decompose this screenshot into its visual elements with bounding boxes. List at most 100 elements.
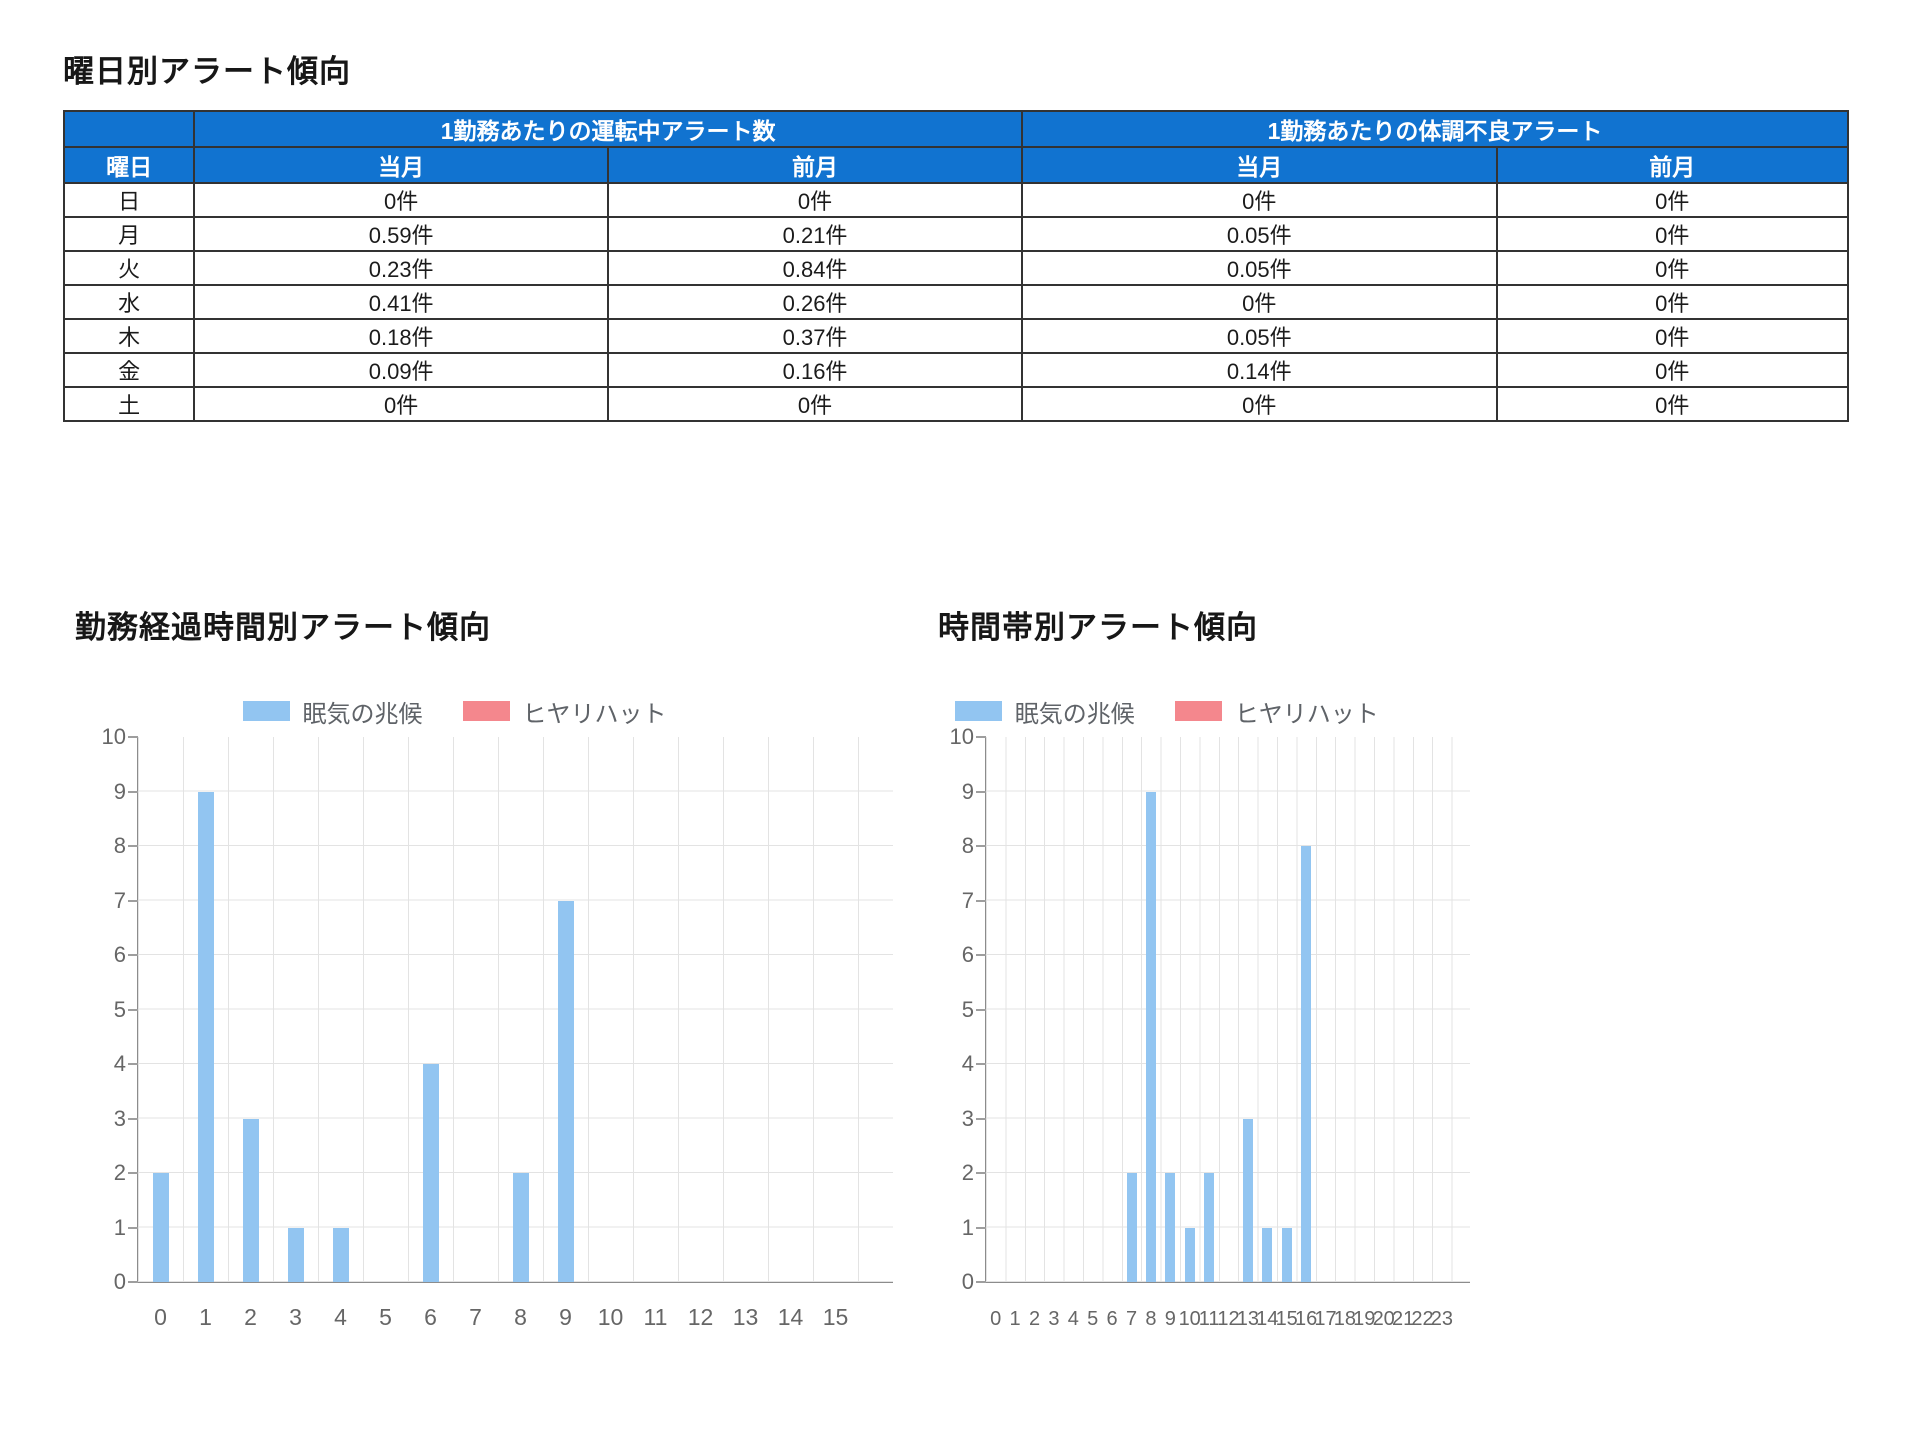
x-axis-label: 18	[1333, 1308, 1357, 1330]
chart-plot-area: 0 1 2 3 4 5 6 7 8 9 10 0 1 2 3 4 5 6 7 8 9 10 11 12 13 14 15 16 17 18…	[950, 726, 1470, 1329]
y-axis-label: 0	[113, 1269, 126, 1294]
y-axis-label: 7	[961, 887, 974, 913]
legend-item[interactable]: 眠気の兆候	[954, 694, 1135, 729]
chart-bar	[287, 1227, 304, 1282]
x-axis-label: 0	[990, 1308, 1002, 1330]
value-cell: 0.26件	[607, 284, 1023, 320]
y-axis-tick	[976, 954, 986, 956]
day-cell: 木	[62, 318, 196, 354]
table-body: 日 0件 0件 0件 0件月 0.59件 0.21件 0.05件 0件火 0.23件 0.84件 0.…	[62, 182, 1850, 422]
value-cell: 0件	[1495, 182, 1850, 218]
x-axis-label: 1	[199, 1304, 212, 1330]
x-axis-label: 11	[643, 1304, 668, 1330]
y-axis-tick	[128, 1172, 138, 1174]
value-cell: 0.18件	[193, 318, 610, 354]
value-cell: 0.23件	[193, 250, 610, 286]
y-axis-label: 1	[961, 1214, 974, 1240]
y-axis-label: 8	[961, 833, 974, 858]
y-axis-tick	[976, 1172, 986, 1174]
value-cell: 0件	[1020, 182, 1498, 218]
x-axis-label: 13	[732, 1304, 759, 1330]
day-cell: 水	[62, 284, 196, 320]
corner-cell	[62, 110, 196, 148]
value-cell: 0.05件	[1020, 250, 1498, 286]
value-cell: 0.84件	[607, 250, 1023, 286]
value-cell: 0件	[1020, 386, 1498, 422]
x-axis-label: 8	[1145, 1308, 1157, 1330]
y-axis-label: 6	[113, 942, 126, 967]
day-cell: 金	[62, 352, 196, 388]
x-axis-label: 1	[1009, 1308, 1021, 1330]
x-axis-label: 7	[1125, 1308, 1138, 1330]
legend-item[interactable]: ヒヤリハット	[462, 694, 667, 729]
x-axis-label: 2	[1028, 1308, 1041, 1330]
value-cell: 0.05件	[1020, 216, 1498, 252]
value-cell: 0件	[1495, 250, 1850, 286]
x-axis-label: 3	[1048, 1308, 1060, 1330]
y-axis-label: 2	[961, 1160, 974, 1185]
value-cell: 0件	[1020, 284, 1498, 320]
x-axis-label: 22	[1411, 1308, 1434, 1330]
legend-item[interactable]: 眠気の兆候	[242, 694, 423, 729]
value-cell: 0.21件	[607, 216, 1023, 252]
x-axis-label: 9	[559, 1304, 572, 1330]
chart-bar	[1126, 1173, 1137, 1282]
value-cell: 0件	[1495, 318, 1850, 354]
value-cell: 0件	[607, 386, 1023, 422]
x-axis-label: 4	[334, 1304, 347, 1330]
table-row: 木 0.18件 0.37件 0.05件 0件	[62, 318, 1850, 354]
y-axis-tick	[976, 1281, 986, 1283]
y-axis-tick	[976, 899, 986, 902]
x-axis-label: 10	[597, 1304, 624, 1330]
legend-label: ヒヤリハット	[522, 700, 667, 728]
value-cell: 0.16件	[607, 352, 1023, 388]
x-axis-label: 7	[469, 1304, 482, 1330]
y-axis-tick	[128, 790, 138, 793]
x-axis-label: 3	[289, 1304, 302, 1330]
chart-bar	[332, 1227, 349, 1282]
x-axis-label: 23	[1430, 1308, 1454, 1330]
y-axis-tick	[976, 845, 986, 847]
chart-bar	[512, 1173, 529, 1282]
chart-bar	[1262, 1227, 1273, 1282]
day-cell: 火	[62, 250, 196, 286]
chart-bar	[1184, 1227, 1195, 1282]
value-cell: 0件	[1495, 284, 1850, 320]
day-cell: 土	[62, 386, 196, 422]
x-axis-label: 15	[822, 1304, 849, 1330]
legend-swatch	[462, 701, 510, 721]
sub-header-condition-current-month: 当月	[1020, 146, 1498, 184]
value-cell: 0.59件	[193, 216, 610, 252]
table-row: 日 0件 0件 0件 0件	[62, 182, 1850, 218]
y-axis-label: 1	[113, 1214, 126, 1240]
y-axis-tick	[128, 736, 138, 738]
chart-bar	[1145, 791, 1156, 1282]
y-axis-tick	[128, 1281, 138, 1283]
legend-item[interactable]: ヒヤリハット	[1174, 694, 1379, 729]
y-axis-tick	[976, 790, 986, 793]
value-cell: 0件	[1495, 352, 1850, 388]
table-row: 土 0件 0件 0件 0件	[62, 386, 1850, 422]
legend-swatch	[242, 701, 290, 721]
value-cell: 0.37件	[607, 318, 1023, 354]
chart-legend: 眠気の兆候 ヒヤリハット	[925, 694, 1409, 729]
y-axis-tick	[128, 845, 138, 847]
table-row: 月 0.59件 0.21件 0.05件 0件	[62, 216, 1850, 252]
y-axis-tick	[128, 899, 138, 902]
value-cell: 0件	[193, 386, 610, 422]
chart-bar	[197, 791, 214, 1282]
y-axis-tick	[128, 1008, 138, 1011]
legend-label: ヒヤリハット	[1234, 700, 1379, 728]
value-cell: 0件	[1495, 216, 1850, 252]
y-axis-tick	[128, 954, 138, 956]
y-axis-label: 0	[961, 1269, 974, 1294]
x-axis-label: 14	[1256, 1308, 1279, 1330]
x-axis-label: 5	[379, 1304, 392, 1330]
legend-label: 眠気の兆候	[302, 700, 423, 728]
y-axis-label: 6	[961, 942, 974, 967]
y-axis-label: 2	[113, 1160, 126, 1185]
y-axis-label: 9	[113, 778, 126, 804]
y-axis-label: 5	[961, 996, 974, 1022]
group-header-condition-alerts: 1勤務あたりの体調不良アラート	[1020, 110, 1850, 148]
